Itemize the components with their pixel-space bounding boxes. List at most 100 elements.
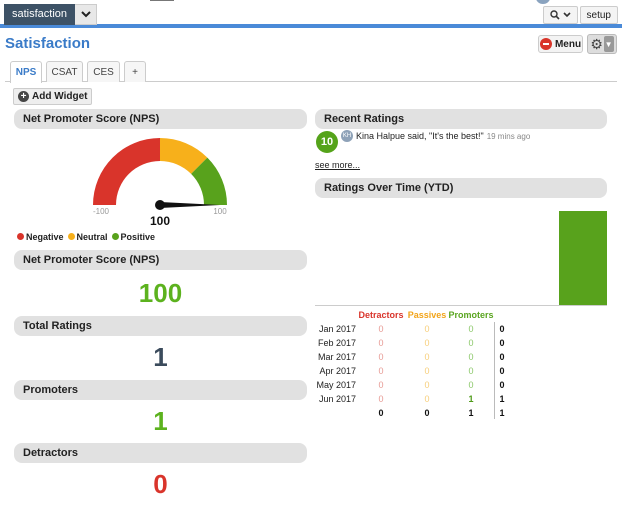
- detractors-title: Detractors: [14, 443, 307, 463]
- table-cell: 0: [424, 366, 430, 376]
- table-cell: 0: [378, 394, 384, 404]
- table-cell: 0: [378, 338, 384, 348]
- chevron-down-icon[interactable]: [75, 4, 98, 25]
- table-cell: 0: [468, 352, 474, 362]
- table-cell: 1: [499, 408, 505, 418]
- table-cell: 0: [378, 380, 384, 390]
- header-promoters: Promoters: [448, 310, 494, 320]
- table-cell: 0: [378, 366, 384, 376]
- table-cell: Jun 2017: [318, 394, 356, 404]
- table-cell: 0: [499, 338, 505, 348]
- rating-score-badge: 10: [316, 131, 338, 153]
- tab-bar: NPS CSAT CES +: [5, 61, 617, 83]
- legend-neutral: Neutral: [67, 232, 108, 242]
- add-widget-label: Add Widget: [32, 91, 88, 102]
- nps-gauge: -100 100 100: [93, 138, 227, 228]
- table-row: Jun 2017 0 0 1 1: [316, 392, 516, 406]
- table-total-row: 0 0 1 1: [316, 406, 516, 420]
- app-selector[interactable]: satisfaction: [4, 4, 98, 25]
- see-more-link[interactable]: see more...: [315, 160, 361, 170]
- table-cell: 0: [378, 408, 384, 418]
- tab-ces[interactable]: CES: [87, 61, 120, 82]
- table-divider: [494, 322, 495, 419]
- table-cell: 0: [499, 366, 505, 376]
- table-cell: 0: [424, 408, 430, 418]
- table-cell: 1: [468, 408, 474, 418]
- legend-neutral-label: Neutral: [76, 232, 108, 242]
- logo-fragment: [150, 0, 174, 1]
- table-cell: 0: [378, 324, 384, 334]
- gauge-neutral-arc: [160, 138, 208, 174]
- table-cell: 0: [468, 380, 474, 390]
- table-cell: May 2017: [316, 380, 356, 390]
- table-row: Feb 2017 0 0 0 0: [316, 336, 516, 350]
- table-cell: 0: [378, 352, 384, 362]
- header-passives: Passives: [407, 310, 447, 320]
- table-cell: 0: [424, 394, 430, 404]
- gauge-min-label: -100: [93, 207, 110, 216]
- table-cell: Feb 2017: [317, 338, 356, 348]
- table-cell: 0: [468, 338, 474, 348]
- table-cell: 0: [499, 380, 505, 390]
- tab-add[interactable]: +: [124, 61, 146, 82]
- header-detractors: Detractors: [358, 310, 404, 320]
- gauge-needle-hub: [155, 200, 165, 210]
- gear-icon: ⚙: [590, 36, 603, 52]
- user-avatar[interactable]: [536, 0, 550, 4]
- legend-negative: Negative: [17, 232, 64, 242]
- tab-nps[interactable]: NPS: [10, 61, 42, 83]
- promoters-title: Promoters: [14, 380, 307, 400]
- add-widget-button[interactable]: + Add Widget: [13, 88, 93, 105]
- table-cell: Apr 2017: [319, 366, 356, 376]
- search-button[interactable]: [542, 6, 578, 24]
- gauge-max-label: 100: [213, 207, 227, 216]
- rating-time: 19 mins ago: [486, 131, 531, 141]
- table-row: Jan 2017 0 0 0 0: [316, 322, 516, 336]
- gauge-positive-arc: [191, 157, 227, 205]
- app-selector-label: satisfaction: [4, 4, 76, 25]
- total-ratings-value: 1: [153, 342, 168, 372]
- menu-button-label: Menu: [554, 38, 582, 50]
- table-cell: 0: [424, 324, 430, 334]
- promoters-value: 1: [153, 406, 168, 436]
- detractors-value: 0: [153, 469, 168, 499]
- gauge-widget-title: Net Promoter Score (NPS): [14, 109, 307, 129]
- table-cell: 0: [468, 324, 474, 334]
- rating-item[interactable]: 10 KH Kina Halpue said, "It's the best!"…: [316, 130, 531, 153]
- table-cell: 0: [424, 352, 430, 362]
- user-avatar: KH: [341, 130, 353, 142]
- table-row: May 2017 0 0 0 0: [316, 378, 516, 392]
- legend-positive-dot: [111, 233, 119, 240]
- table-cell: 0: [424, 380, 430, 390]
- table-cell: 0: [499, 352, 505, 362]
- table-cell: 1: [468, 394, 474, 404]
- table-cell: Jan 2017: [318, 324, 356, 334]
- ratings-over-time-title: Ratings Over Time (YTD): [315, 178, 607, 198]
- table-cell: Mar 2017: [317, 352, 356, 362]
- table-header-row: Detractors Passives Promoters: [316, 308, 516, 322]
- nps-score-value: 100: [138, 278, 183, 308]
- minus-circle-icon: [539, 38, 552, 50]
- table-row: Apr 2017 0 0 0 0: [316, 364, 516, 378]
- table-cell: 0: [499, 324, 505, 334]
- table-cell: 0: [468, 366, 474, 376]
- chevron-down-icon: ▼: [603, 36, 614, 52]
- table-cell: 1: [499, 394, 505, 404]
- table-cell: 0: [424, 338, 430, 348]
- settings-button[interactable]: ⚙ ▼: [587, 34, 617, 54]
- rating-text: Kina Halpue said, "It's the best!": [356, 131, 484, 141]
- menu-button[interactable]: Menu: [538, 35, 583, 53]
- page-title: Satisfaction: [5, 35, 91, 52]
- tab-csat[interactable]: CSAT: [46, 61, 83, 82]
- nps-score-title: Net Promoter Score (NPS): [14, 250, 307, 270]
- setup-button[interactable]: setup: [579, 6, 618, 24]
- legend-neutral-dot: [67, 233, 75, 240]
- plus-circle-icon: +: [18, 91, 29, 102]
- top-bar: satisfaction setup: [0, 0, 622, 28]
- gauge-value-label: 100: [150, 214, 170, 228]
- gauge-needle: [160, 202, 220, 208]
- search-icon: [549, 10, 560, 20]
- gauge-legend: Negative Neutral Positive: [17, 232, 155, 242]
- gauge-negative-arc: [93, 138, 160, 205]
- chart-bar: [559, 211, 607, 305]
